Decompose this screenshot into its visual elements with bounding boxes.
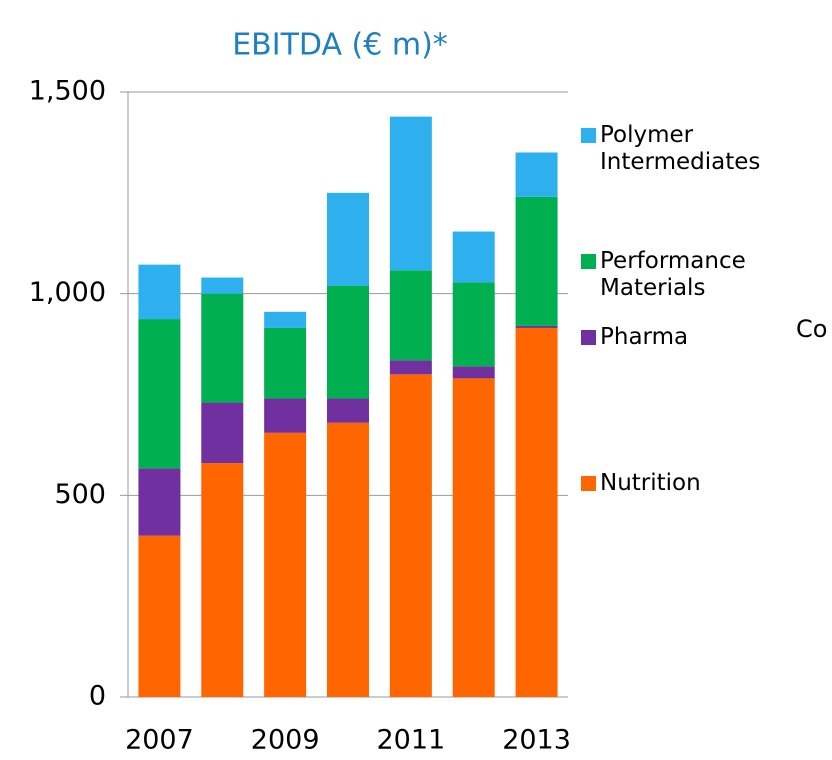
bar-segment [264, 398, 307, 433]
bar-segment [515, 327, 558, 697]
bar-segment [201, 277, 244, 294]
legend-swatch [581, 476, 596, 491]
legend-swatch [581, 330, 596, 345]
y-tick-label: 0 [89, 681, 106, 712]
legend-label: Pharma [600, 324, 689, 350]
y-tick-label: 500 [54, 479, 106, 510]
bar-segment [452, 231, 495, 283]
bar-segment [389, 116, 432, 271]
bar-segment [327, 398, 369, 423]
bar-segment [452, 378, 495, 697]
bar-segment [264, 327, 307, 399]
x-tick-label: 2007 [125, 725, 194, 756]
y-tick-label: 1,500 [29, 76, 106, 107]
x-tick-label: 2013 [502, 725, 571, 756]
bar-segment [138, 468, 181, 536]
bar-segment [389, 374, 432, 697]
bar-segment [452, 366, 495, 379]
bar-segment [389, 360, 432, 375]
annotation: Co [796, 315, 827, 343]
bar-segment [327, 422, 369, 697]
bar-segment [201, 402, 244, 464]
bar-segment [327, 192, 369, 286]
x-tick-label: 2011 [376, 725, 445, 756]
legend-label: Nutrition [600, 470, 701, 496]
bar-segment [138, 319, 181, 469]
bar-segment [138, 264, 181, 320]
bar-segment [515, 325, 558, 328]
chart-title: EBITDA (€ m)* [232, 28, 448, 63]
legend-swatch [581, 128, 596, 143]
bar-segment [515, 152, 558, 197]
bar-segment [138, 535, 181, 697]
bar-segment [389, 270, 432, 361]
bar-segment [327, 285, 369, 399]
legend-swatch [581, 254, 596, 269]
bar-segment [264, 432, 307, 697]
bar-segment [201, 463, 244, 697]
bar-segment [452, 282, 495, 367]
bar-segment [201, 293, 244, 403]
legend-label: Performance Materials [600, 248, 746, 301]
y-tick-label: 1,000 [29, 277, 106, 308]
x-tick-label: 2009 [251, 725, 320, 756]
legend-label: Polymer Intermediates [600, 122, 761, 175]
bar-segment [264, 311, 307, 328]
bar-segment [515, 196, 558, 326]
